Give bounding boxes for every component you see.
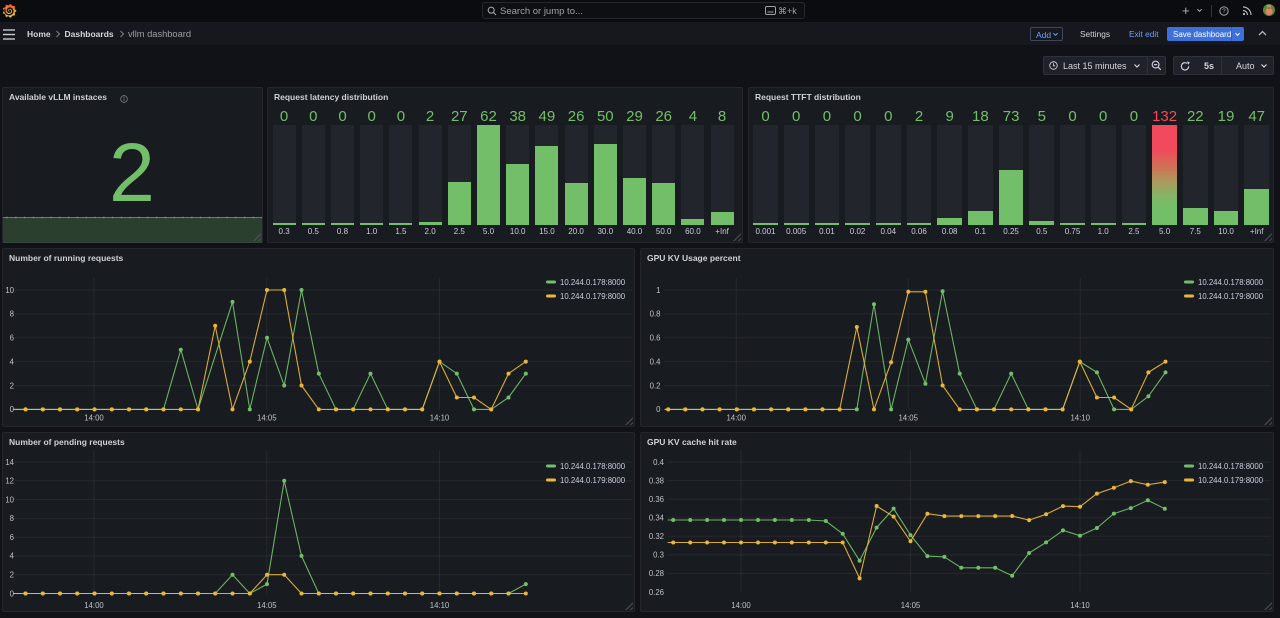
svg-text:14:00: 14:00 [84,414,104,423]
svg-text:10.244.0.178:8000: 10.244.0.178:8000 [560,278,626,287]
svg-text:0: 0 [656,405,661,414]
svg-text:1: 1 [656,286,660,295]
svg-text:0.3: 0.3 [653,551,664,560]
svg-text:0.2: 0.2 [650,381,661,390]
svg-text:10: 10 [5,495,14,504]
svg-text:0.4: 0.4 [653,458,665,467]
svg-text:10.244.0.178:8000: 10.244.0.178:8000 [1198,278,1264,287]
svg-text:14:10: 14:10 [1070,601,1090,610]
svg-text:0.8: 0.8 [650,310,661,319]
svg-text:0.38: 0.38 [649,476,664,485]
svg-text:2: 2 [10,381,14,390]
svg-text:14:00: 14:00 [84,601,104,610]
svg-text:0.32: 0.32 [649,532,664,541]
svg-text:4: 4 [10,357,15,366]
svg-text:0.28: 0.28 [649,569,664,578]
svg-text:2: 2 [10,571,14,580]
svg-text:10: 10 [5,286,14,295]
svg-text:8: 8 [10,310,14,319]
svg-text:14:05: 14:05 [257,601,277,610]
svg-text:0.34: 0.34 [649,514,665,523]
svg-text:4: 4 [10,552,15,561]
svg-text:14:10: 14:10 [430,414,450,423]
svg-text:0: 0 [10,405,15,414]
svg-text:10.244.0.179:8000: 10.244.0.179:8000 [560,292,626,301]
svg-text:10.244.0.179:8000: 10.244.0.179:8000 [1198,292,1264,301]
svg-text:14:05: 14:05 [257,414,277,423]
svg-text:0.4: 0.4 [650,357,662,366]
svg-text:12: 12 [5,477,14,486]
svg-text:0.26: 0.26 [649,588,664,597]
svg-text:10.244.0.179:8000: 10.244.0.179:8000 [560,476,626,485]
svg-text:14:00: 14:00 [731,601,751,610]
svg-text:14:05: 14:05 [898,414,918,423]
svg-text:6: 6 [10,334,14,343]
svg-text:0.36: 0.36 [649,495,664,504]
svg-text:0.6: 0.6 [650,334,661,343]
svg-text:?: ? [1222,8,1226,15]
svg-text:14:00: 14:00 [726,414,746,423]
svg-text:0: 0 [10,589,15,598]
svg-text:10.244.0.179:8000: 10.244.0.179:8000 [1198,476,1264,485]
svg-text:14:05: 14:05 [901,601,921,610]
svg-text:14: 14 [5,458,14,467]
svg-text:14:10: 14:10 [1070,414,1090,423]
svg-text:14:10: 14:10 [430,601,450,610]
svg-text:6: 6 [10,533,14,542]
svg-text:8: 8 [10,514,14,523]
svg-text:10.244.0.178:8000: 10.244.0.178:8000 [1198,462,1264,471]
svg-text:10.244.0.178:8000: 10.244.0.178:8000 [560,462,626,471]
